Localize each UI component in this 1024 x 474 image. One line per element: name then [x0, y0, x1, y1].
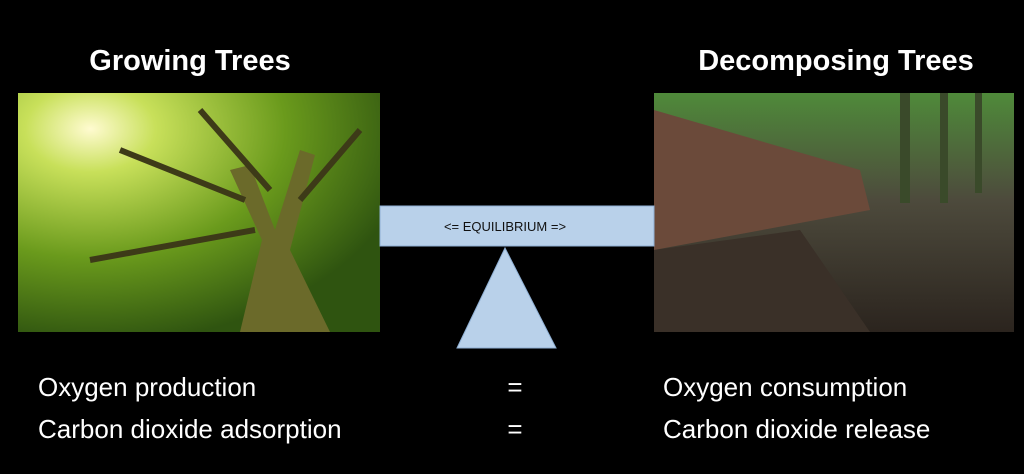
row-right: Oxygen consumption: [663, 372, 907, 402]
panel-title: Growing Trees: [89, 45, 290, 77]
balance-beam: [379, 205, 655, 247]
panel-title: Decomposing Trees: [698, 45, 974, 77]
row-operator: =: [507, 414, 522, 444]
decomposing-tree-photo: [654, 93, 1014, 332]
row-left: Carbon dioxide adsorption: [38, 414, 342, 444]
beam-label: <= EQUILIBRIUM =>: [444, 219, 566, 234]
growing-tree-photo: [18, 93, 380, 332]
row-left: Oxygen production: [38, 372, 256, 402]
balance: <= EQUILIBRIUM =>: [379, 205, 655, 349]
row-right: Carbon dioxide release: [663, 414, 930, 444]
row-operator: =: [507, 372, 522, 402]
balance-fulcrum: [456, 246, 557, 349]
